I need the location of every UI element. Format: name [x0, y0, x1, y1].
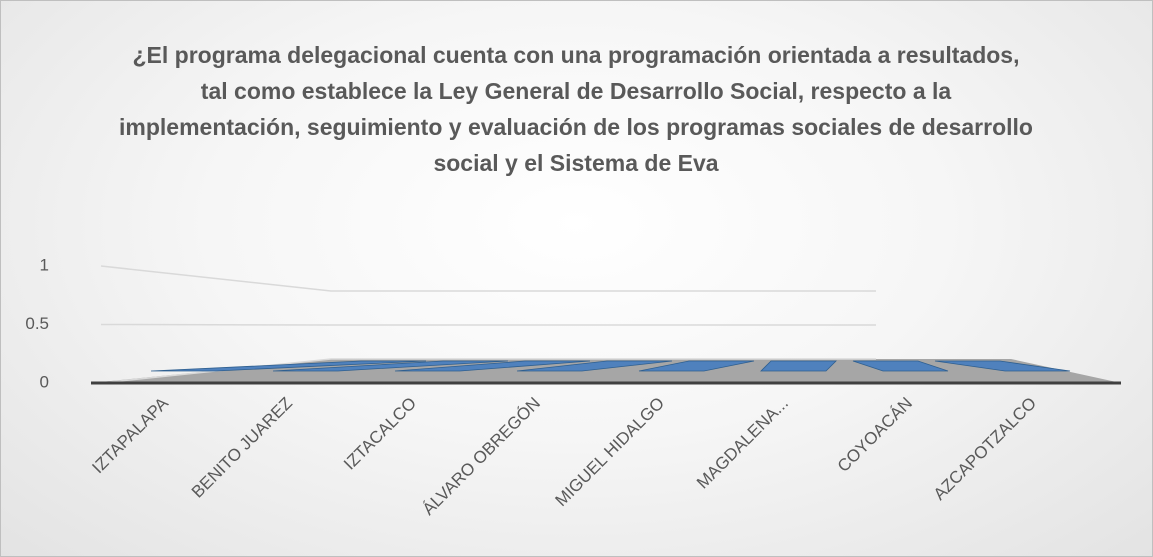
x-tick-label: ÁLVARO OBREGÓN: [419, 394, 544, 519]
x-tick-label: IZTAPALAPA: [88, 393, 172, 477]
bar: [150, 360, 427, 372]
x-tick-label: COYOACÁN: [834, 394, 916, 476]
bar: [516, 360, 673, 372]
bar: [394, 360, 591, 372]
x-tick-label: MAGDALENA...: [693, 394, 792, 493]
grid-line: [100, 323, 876, 326]
x-tick-label: IZTACALCO: [340, 394, 420, 474]
y-tick-label: 0.5: [25, 314, 49, 333]
chart-title: ¿El programa delegacional cuenta con una…: [119, 42, 1033, 176]
bar: [272, 360, 509, 372]
bar: [760, 360, 837, 372]
bar: [852, 360, 949, 372]
bar: [934, 360, 1071, 372]
grid-line: [100, 265, 876, 292]
y-tick-label: 0: [40, 372, 49, 391]
x-tick-label: AZCAPOTZALCO: [930, 394, 1040, 504]
y-tick-label: 1: [40, 255, 49, 274]
grid-line: [100, 358, 876, 384]
bar: [638, 360, 755, 372]
x-tick-label: MIGUEL HIDALGO: [551, 394, 668, 511]
x-tick-label: BENITO JUAREZ: [188, 394, 296, 502]
